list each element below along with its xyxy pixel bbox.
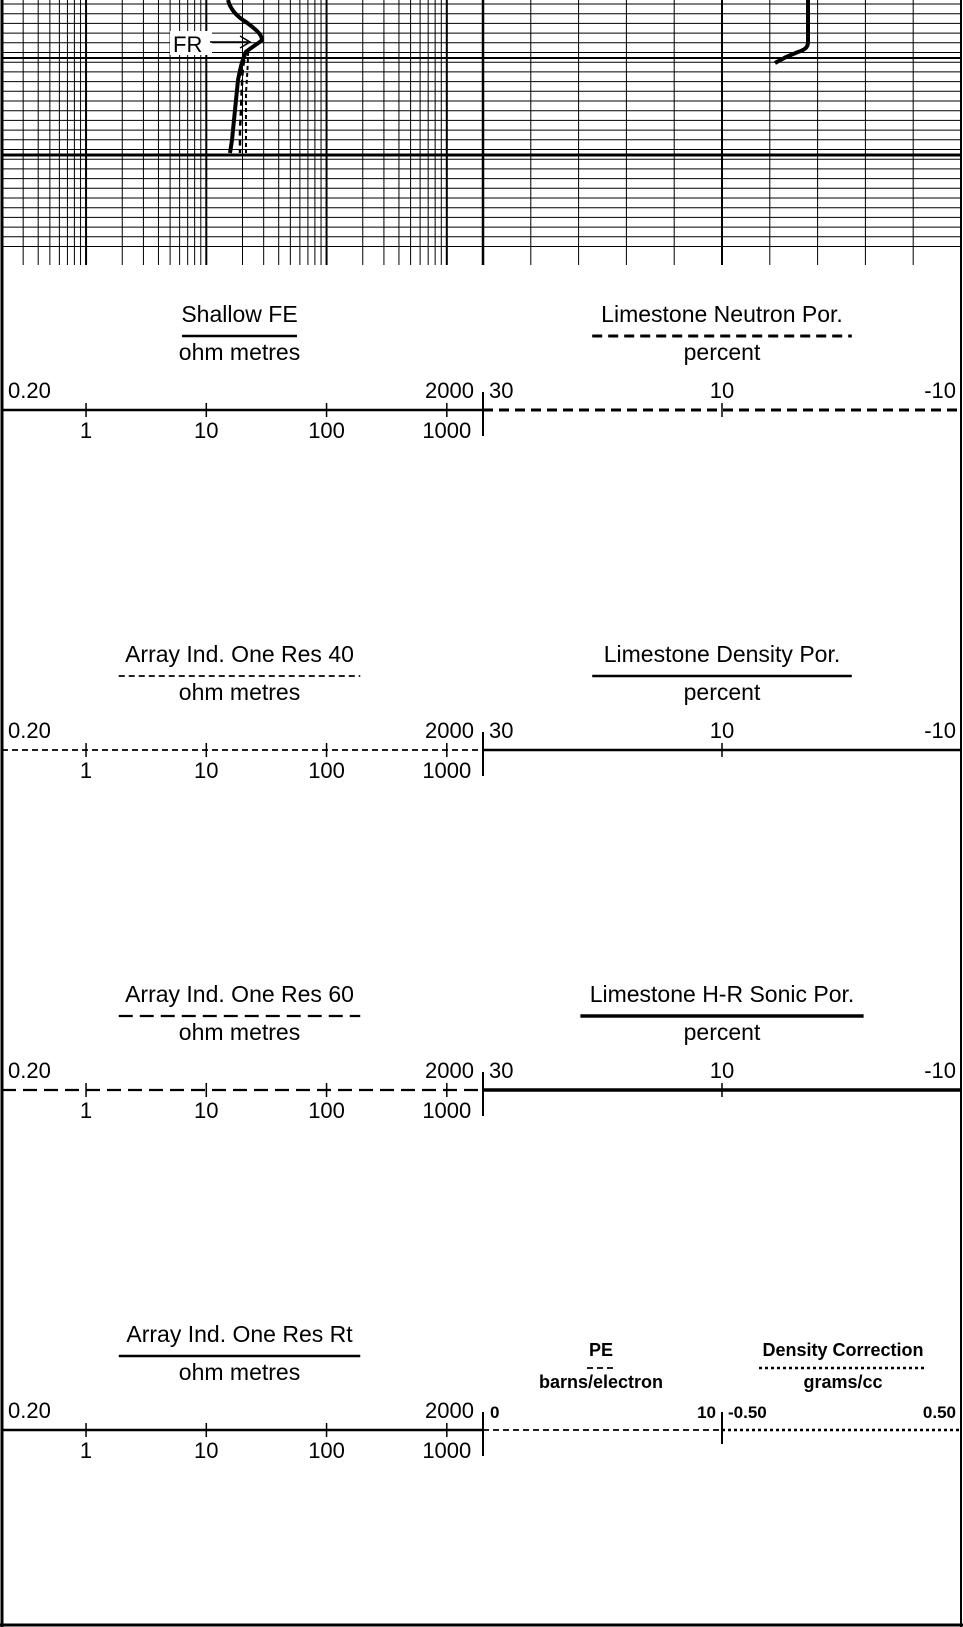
right-scale-title: Limestone Density Por.	[604, 641, 841, 667]
decade-tick-label: 1	[80, 418, 92, 443]
pe-scale-min: 0	[490, 1403, 499, 1422]
left-scale-title: Array Ind. One Res Rt	[126, 1321, 353, 1347]
right-scale-unit: percent	[684, 1019, 761, 1045]
decade-tick-label: 100	[308, 758, 345, 783]
fr-label-bg	[170, 31, 212, 55]
porosity-curve	[774, 0, 810, 65]
log-grid	[1, 0, 961, 265]
left-scale-unit: ohm metres	[179, 679, 300, 705]
decade-tick-label: 100	[308, 418, 345, 443]
right-scale-max: -10	[924, 718, 956, 743]
left-scale-unit: ohm metres	[179, 1359, 300, 1385]
resistivity-curve-solid	[226, 0, 265, 154]
decade-tick-label: 1000	[422, 1438, 471, 1463]
density-correction-title: Density Correction	[762, 1340, 923, 1360]
pe-scale-unit: barns/electron	[539, 1372, 663, 1392]
density-correction-unit: grams/cc	[803, 1372, 882, 1392]
decade-tick-label: 1000	[422, 1098, 471, 1123]
pe-scale-title: PE	[589, 1340, 613, 1360]
pe-scale-max: 10	[697, 1403, 716, 1422]
fr-label: FR	[173, 32, 202, 57]
left-scale-max: 2000	[425, 378, 474, 403]
left-scale-min: 0.20	[8, 718, 51, 743]
left-scale-unit: ohm metres	[179, 1019, 300, 1045]
decade-tick-label: 10	[194, 418, 218, 443]
decade-tick-label: 10	[194, 758, 218, 783]
decade-tick-label: 10	[194, 1098, 218, 1123]
right-scale-min: 30	[489, 378, 513, 403]
left-scale-min: 0.20	[8, 378, 51, 403]
right-scale-min: 30	[489, 718, 513, 743]
right-scale-title: Limestone H-R Sonic Por.	[590, 981, 855, 1007]
density-correction-min: -0.50	[728, 1403, 767, 1422]
decade-tick-label: 1	[80, 1438, 92, 1463]
left-scale-title: Array Ind. One Res 60	[125, 981, 354, 1007]
left-scale-min: 0.20	[8, 1058, 51, 1083]
right-scale-unit: percent	[684, 679, 761, 705]
right-scale-unit: percent	[684, 339, 761, 365]
left-scale-max: 2000	[425, 1398, 474, 1423]
decade-tick-label: 100	[308, 1438, 345, 1463]
decade-tick-label: 10	[194, 1438, 218, 1463]
right-scale-mid: 10	[710, 718, 734, 743]
left-scale-unit: ohm metres	[179, 339, 300, 365]
left-scale-min: 0.20	[8, 1398, 51, 1423]
right-scale-mid: 10	[710, 378, 734, 403]
left-scale-title: Array Ind. One Res 40	[125, 641, 354, 667]
right-scale-max: -10	[924, 1058, 956, 1083]
resistivity-curves: FR	[170, 0, 810, 154]
right-scale-min: 30	[489, 1058, 513, 1083]
scale-block: Array Ind. One Res Rt ohm metres 0.20 2000 1…	[2, 1321, 961, 1463]
scale-block: Shallow FE ohm metres 0.20 2000 1 10 100 1000 Li…	[2, 301, 961, 443]
decade-tick-label: 1000	[422, 758, 471, 783]
decade-tick-label: 1	[80, 1098, 92, 1123]
scale-block: Array Ind. One Res 40 ohm metres 0.20 2000 1…	[2, 641, 961, 783]
right-scale-title: Limestone Neutron Por.	[601, 301, 843, 327]
decade-tick-label: 1000	[422, 418, 471, 443]
resistivity-curve-dashed	[238, 49, 248, 153]
scale-block: Array Ind. One Res 60 ohm metres 0.20 2000 1…	[2, 981, 961, 1123]
fr-arrowhead-icon	[239, 35, 252, 49]
right-scale-max: -10	[924, 378, 956, 403]
left-scale-max: 2000	[425, 1058, 474, 1083]
decade-tick-label: 1	[80, 758, 92, 783]
right-scale-mid: 10	[710, 1058, 734, 1083]
resistivity-curve-dashed-2	[245, 51, 249, 153]
left-scale-max: 2000	[425, 718, 474, 743]
density-correction-max: 0.50	[923, 1403, 956, 1422]
decade-tick-label: 100	[308, 1098, 345, 1123]
left-scale-title: Shallow FE	[181, 301, 297, 327]
